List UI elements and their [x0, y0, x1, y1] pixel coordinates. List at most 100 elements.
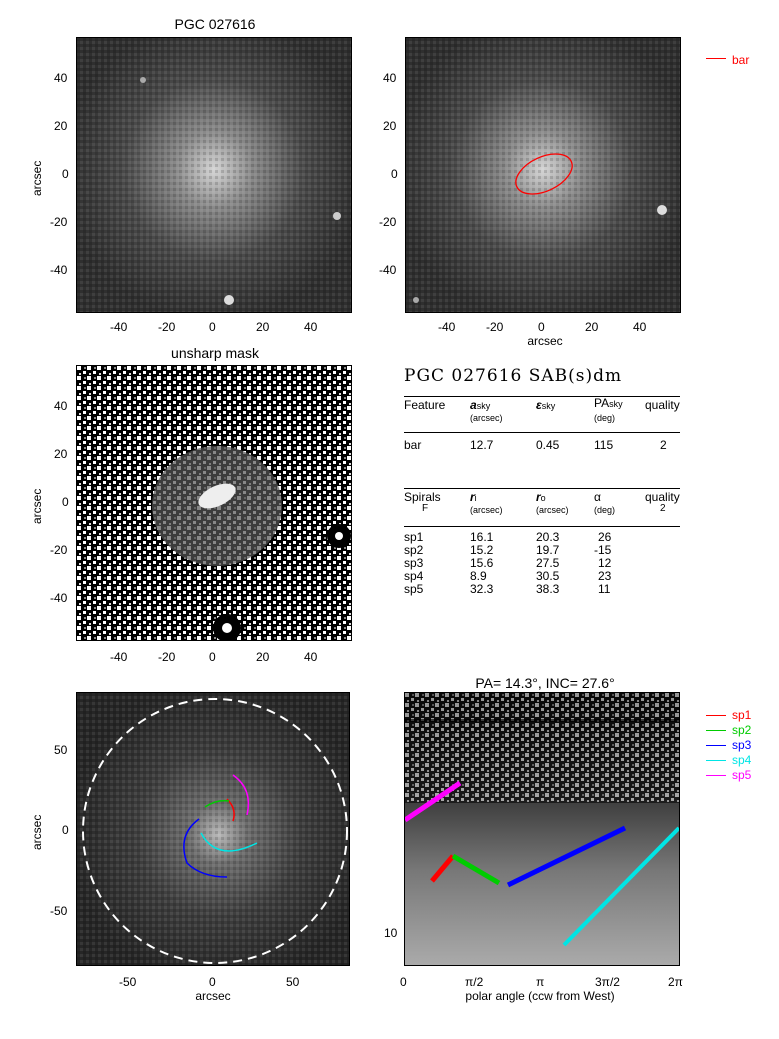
panel5-xtick: -50: [119, 975, 137, 989]
polar-projection-panel: [404, 692, 680, 966]
table-rule: [404, 432, 680, 433]
panel3-xtick: -20: [158, 650, 176, 664]
spiral-row-alpha: 12: [598, 556, 612, 570]
panel5-ytick: 0: [62, 823, 69, 837]
legend-label-sp5: sp5: [732, 768, 752, 782]
panel1-title: PGC 027616: [174, 16, 256, 32]
panel2-xtick: 0: [538, 320, 545, 334]
spiral-row-ri: 15.6: [470, 556, 494, 570]
spiral-header-ro: ro: [536, 490, 546, 504]
panel6-xtick: 2π: [668, 975, 683, 989]
spiral-row-ro: 27.5: [536, 556, 560, 570]
panel1-xtick: 20: [256, 320, 270, 334]
bar-header-feature: Feature: [404, 398, 446, 412]
panel1-xtick: 0: [209, 320, 216, 334]
bar-legend-line: [706, 58, 726, 59]
spiral-row-ri: 8.9: [470, 569, 487, 583]
spiral-row-name: sp4: [404, 569, 424, 583]
spiral-header-quality-value: 2: [660, 503, 666, 514]
panel5-xlabel: arcsec: [195, 989, 231, 1003]
panel2-xlabel: arcsec: [527, 334, 563, 348]
boundary-circle: [82, 698, 348, 964]
bar-row-a: 12.7: [470, 438, 494, 452]
bar-row-feature: bar: [404, 438, 422, 452]
bar-header-quality: quality: [645, 398, 680, 412]
spiral-row-ro: 20.3: [536, 530, 560, 544]
bar-header-eps: εsky: [536, 398, 556, 412]
spiral-sp2: [204, 799, 230, 808]
panel3-xtick: 40: [304, 650, 318, 664]
panel2-ytick: 40: [383, 71, 397, 85]
spiral-row-ri: 16.1: [470, 530, 494, 544]
panel5-ytick: -50: [50, 904, 68, 918]
table-rule: [404, 526, 680, 527]
panel1-ytick: -20: [50, 215, 68, 229]
panel3-ytick: -40: [50, 591, 68, 605]
spiral-row-ro: 30.5: [536, 569, 560, 583]
panel1-xtick: 40: [304, 320, 318, 334]
panel5-xtick: 50: [286, 975, 300, 989]
panel2-ytick: -40: [379, 263, 397, 277]
bar-header-a: asky: [470, 398, 491, 412]
spiral-row-name: sp3: [404, 556, 424, 570]
bar-legend-label: bar: [732, 53, 750, 67]
legend-line-sp1: [706, 715, 726, 716]
panel5-xtick: 0: [209, 975, 216, 989]
galaxy-image-panel: [76, 37, 352, 313]
bar-ellipse: [515, 153, 573, 195]
bar-fit-panel: [405, 37, 681, 313]
panel5-ytick: 50: [54, 743, 68, 757]
bar-header-pa-unit: (deg): [594, 413, 616, 423]
panel3-title: unsharp mask: [171, 345, 259, 361]
panel3-ytick: 40: [54, 399, 68, 413]
panel6-xtick: 3π/2: [595, 975, 620, 989]
panel2-ytick: -20: [379, 215, 397, 229]
panel6-ytick: 10: [384, 926, 398, 940]
legend-label-sp2: sp2: [732, 723, 752, 737]
legend-line-sp3: [706, 745, 726, 746]
spiral-row-alpha: 11: [598, 582, 611, 596]
panel6-title: PA= 14.3°, INC= 27.6°: [475, 675, 615, 691]
panel1-xtick: -40: [110, 320, 128, 334]
spiral-header-ri-unit: (arcsec): [470, 505, 503, 515]
spiral-row-name: sp1: [404, 530, 424, 544]
spiral-row-ri: 32.3: [470, 582, 494, 596]
unsharp-mask-panel: [76, 365, 352, 641]
panel3-ytick: 0: [62, 495, 69, 509]
panel3-xtick: -40: [110, 650, 128, 664]
spiral-row-alpha: -15: [594, 543, 612, 557]
panel1-ytick: -40: [50, 263, 68, 277]
panel3-ytick: -20: [50, 543, 68, 557]
panel5-ylabel: arcsec: [30, 814, 44, 850]
panel1-ytick: 0: [62, 167, 69, 181]
panel2-xtick: -40: [438, 320, 456, 334]
panel1-ytick: 20: [54, 119, 68, 133]
panel2-xtick: 20: [585, 320, 599, 334]
bar-row-pa: 115: [594, 438, 614, 452]
panel1-ylabel: arcsec: [30, 160, 44, 196]
bar-header-a-unit: (arcsec): [470, 413, 503, 423]
panel6-xtick: π: [536, 975, 545, 989]
spiral-header-alpha: α: [594, 490, 601, 504]
spiral-overlay-panel: [76, 692, 350, 966]
table-heading: PGC 027616 SAB(s)dm: [404, 366, 623, 386]
spiral-header-alpha-unit: (deg): [594, 505, 616, 515]
polar-track-sp3: [506, 825, 627, 888]
spiral-header-quality: quality: [645, 490, 680, 504]
polar-track-sp1: [430, 854, 455, 883]
panel6-xlabel: polar angle (ccw from West): [465, 989, 615, 1003]
panel2-xtick: -20: [486, 320, 504, 334]
legend-line-sp5: [706, 775, 726, 776]
polar-track-sp5: [405, 780, 462, 823]
spiral-sp3: [183, 818, 228, 878]
legend-label-sp1: sp1: [732, 708, 752, 722]
spiral-row-alpha: 23: [598, 569, 612, 583]
polar-track-sp4: [562, 826, 679, 947]
panel2-ytick: 20: [383, 119, 397, 133]
panel3-ytick: 20: [54, 447, 68, 461]
spiral-row-name: sp5: [404, 582, 424, 596]
legend-line-sp4: [706, 760, 726, 761]
panel3-ylabel: arcsec: [30, 488, 44, 524]
legend-line-sp2: [706, 730, 726, 731]
spiral-row-ro: 19.7: [536, 543, 560, 557]
